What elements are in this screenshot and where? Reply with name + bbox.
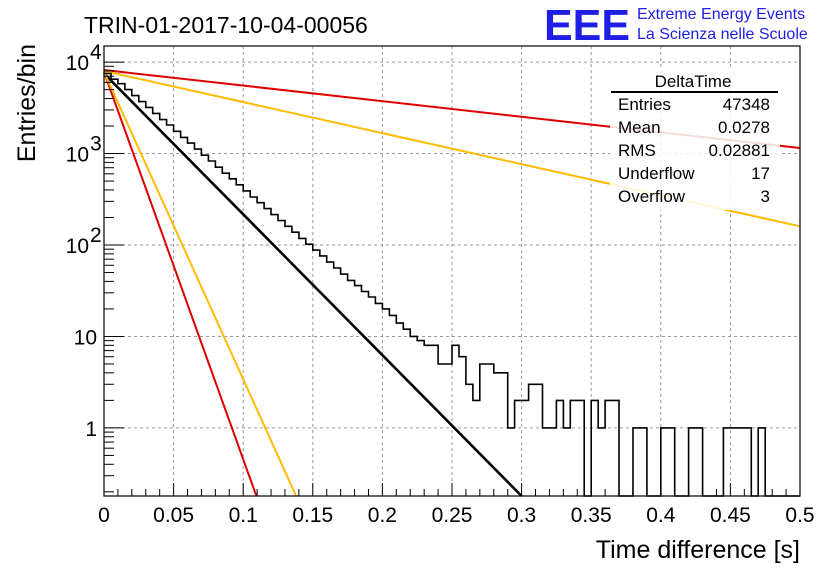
- x-tick-label: 0.1: [229, 504, 258, 527]
- x-tick-label: 0.25: [432, 504, 473, 527]
- x-axis-label: Time difference [s]: [596, 536, 800, 564]
- stats-box: DeltaTime Entries 47348 Mean 0.0278 RMS 0.028…: [610, 70, 780, 210]
- y-tick-exponent: 3: [90, 133, 102, 156]
- chart-title: TRIN-01-2017-10-04-00056: [84, 12, 368, 38]
- fit-line: [103, 72, 523, 497]
- y-tick-label: 1: [85, 418, 97, 441]
- stats-row-label: RMS: [618, 141, 656, 160]
- y-tick-label: 10: [74, 326, 97, 349]
- x-tick-label: 0: [98, 504, 110, 527]
- stats-row-value: 47348: [723, 95, 770, 114]
- x-tick-label: 0.15: [292, 504, 333, 527]
- x-tick-label: 0.05: [153, 504, 194, 527]
- stats-row-label: Mean: [618, 118, 661, 137]
- axis-ticks: [103, 61, 801, 496]
- logo-line-2: La Scienza nelle Scuole: [637, 26, 808, 43]
- y-axis-label: Entries/bin: [13, 44, 41, 162]
- x-tick-label: 0.45: [710, 504, 751, 527]
- grid-lines: [104, 46, 800, 496]
- y-tick-label: 10: [66, 144, 89, 167]
- x-tick-label: 0.5: [785, 504, 814, 527]
- plot-frame: [103, 45, 801, 497]
- x-tick-label: 0.35: [571, 504, 612, 527]
- stats-row-label: Entries: [618, 95, 671, 114]
- y-tick-label: 10: [66, 52, 89, 75]
- x-tick-label: 0.2: [368, 504, 397, 527]
- stats-row-label: Overflow: [618, 187, 686, 206]
- y-tick-label: 10: [66, 235, 89, 258]
- stats-row-value: 0.02881: [709, 141, 770, 160]
- fit-lines: [103, 69, 801, 497]
- band-line: [103, 71, 298, 497]
- x-tick-label: 0.3: [507, 504, 536, 527]
- stats-title: DeltaTime: [655, 72, 732, 91]
- stats-background: [610, 70, 780, 210]
- stats-row-value: 3: [761, 187, 770, 206]
- stats-row-label: Underflow: [618, 164, 695, 183]
- stats-row-value: 17: [751, 164, 770, 183]
- logo-line-1: Extreme Energy Events: [637, 6, 805, 23]
- stats-rows: Entries 47348 Mean 0.0278 RMS 0.02881 Underflo…: [618, 95, 770, 206]
- y-tick-exponent: 4: [90, 41, 102, 64]
- logo-mark: EEE: [544, 1, 630, 50]
- x-tick-labels: 0 0.05 0.1 0.15 0.2 0.25 0.3 0.35 0.4 0.45 0.5: [98, 504, 814, 527]
- y-tick-exponent: 2: [90, 224, 102, 247]
- band-line: [103, 71, 258, 497]
- eee-logo: EEE Extreme Energy Events La Scienza nel…: [544, 1, 808, 50]
- stats-row-value: 0.0278: [718, 118, 770, 137]
- x-tick-label: 0.4: [646, 504, 676, 527]
